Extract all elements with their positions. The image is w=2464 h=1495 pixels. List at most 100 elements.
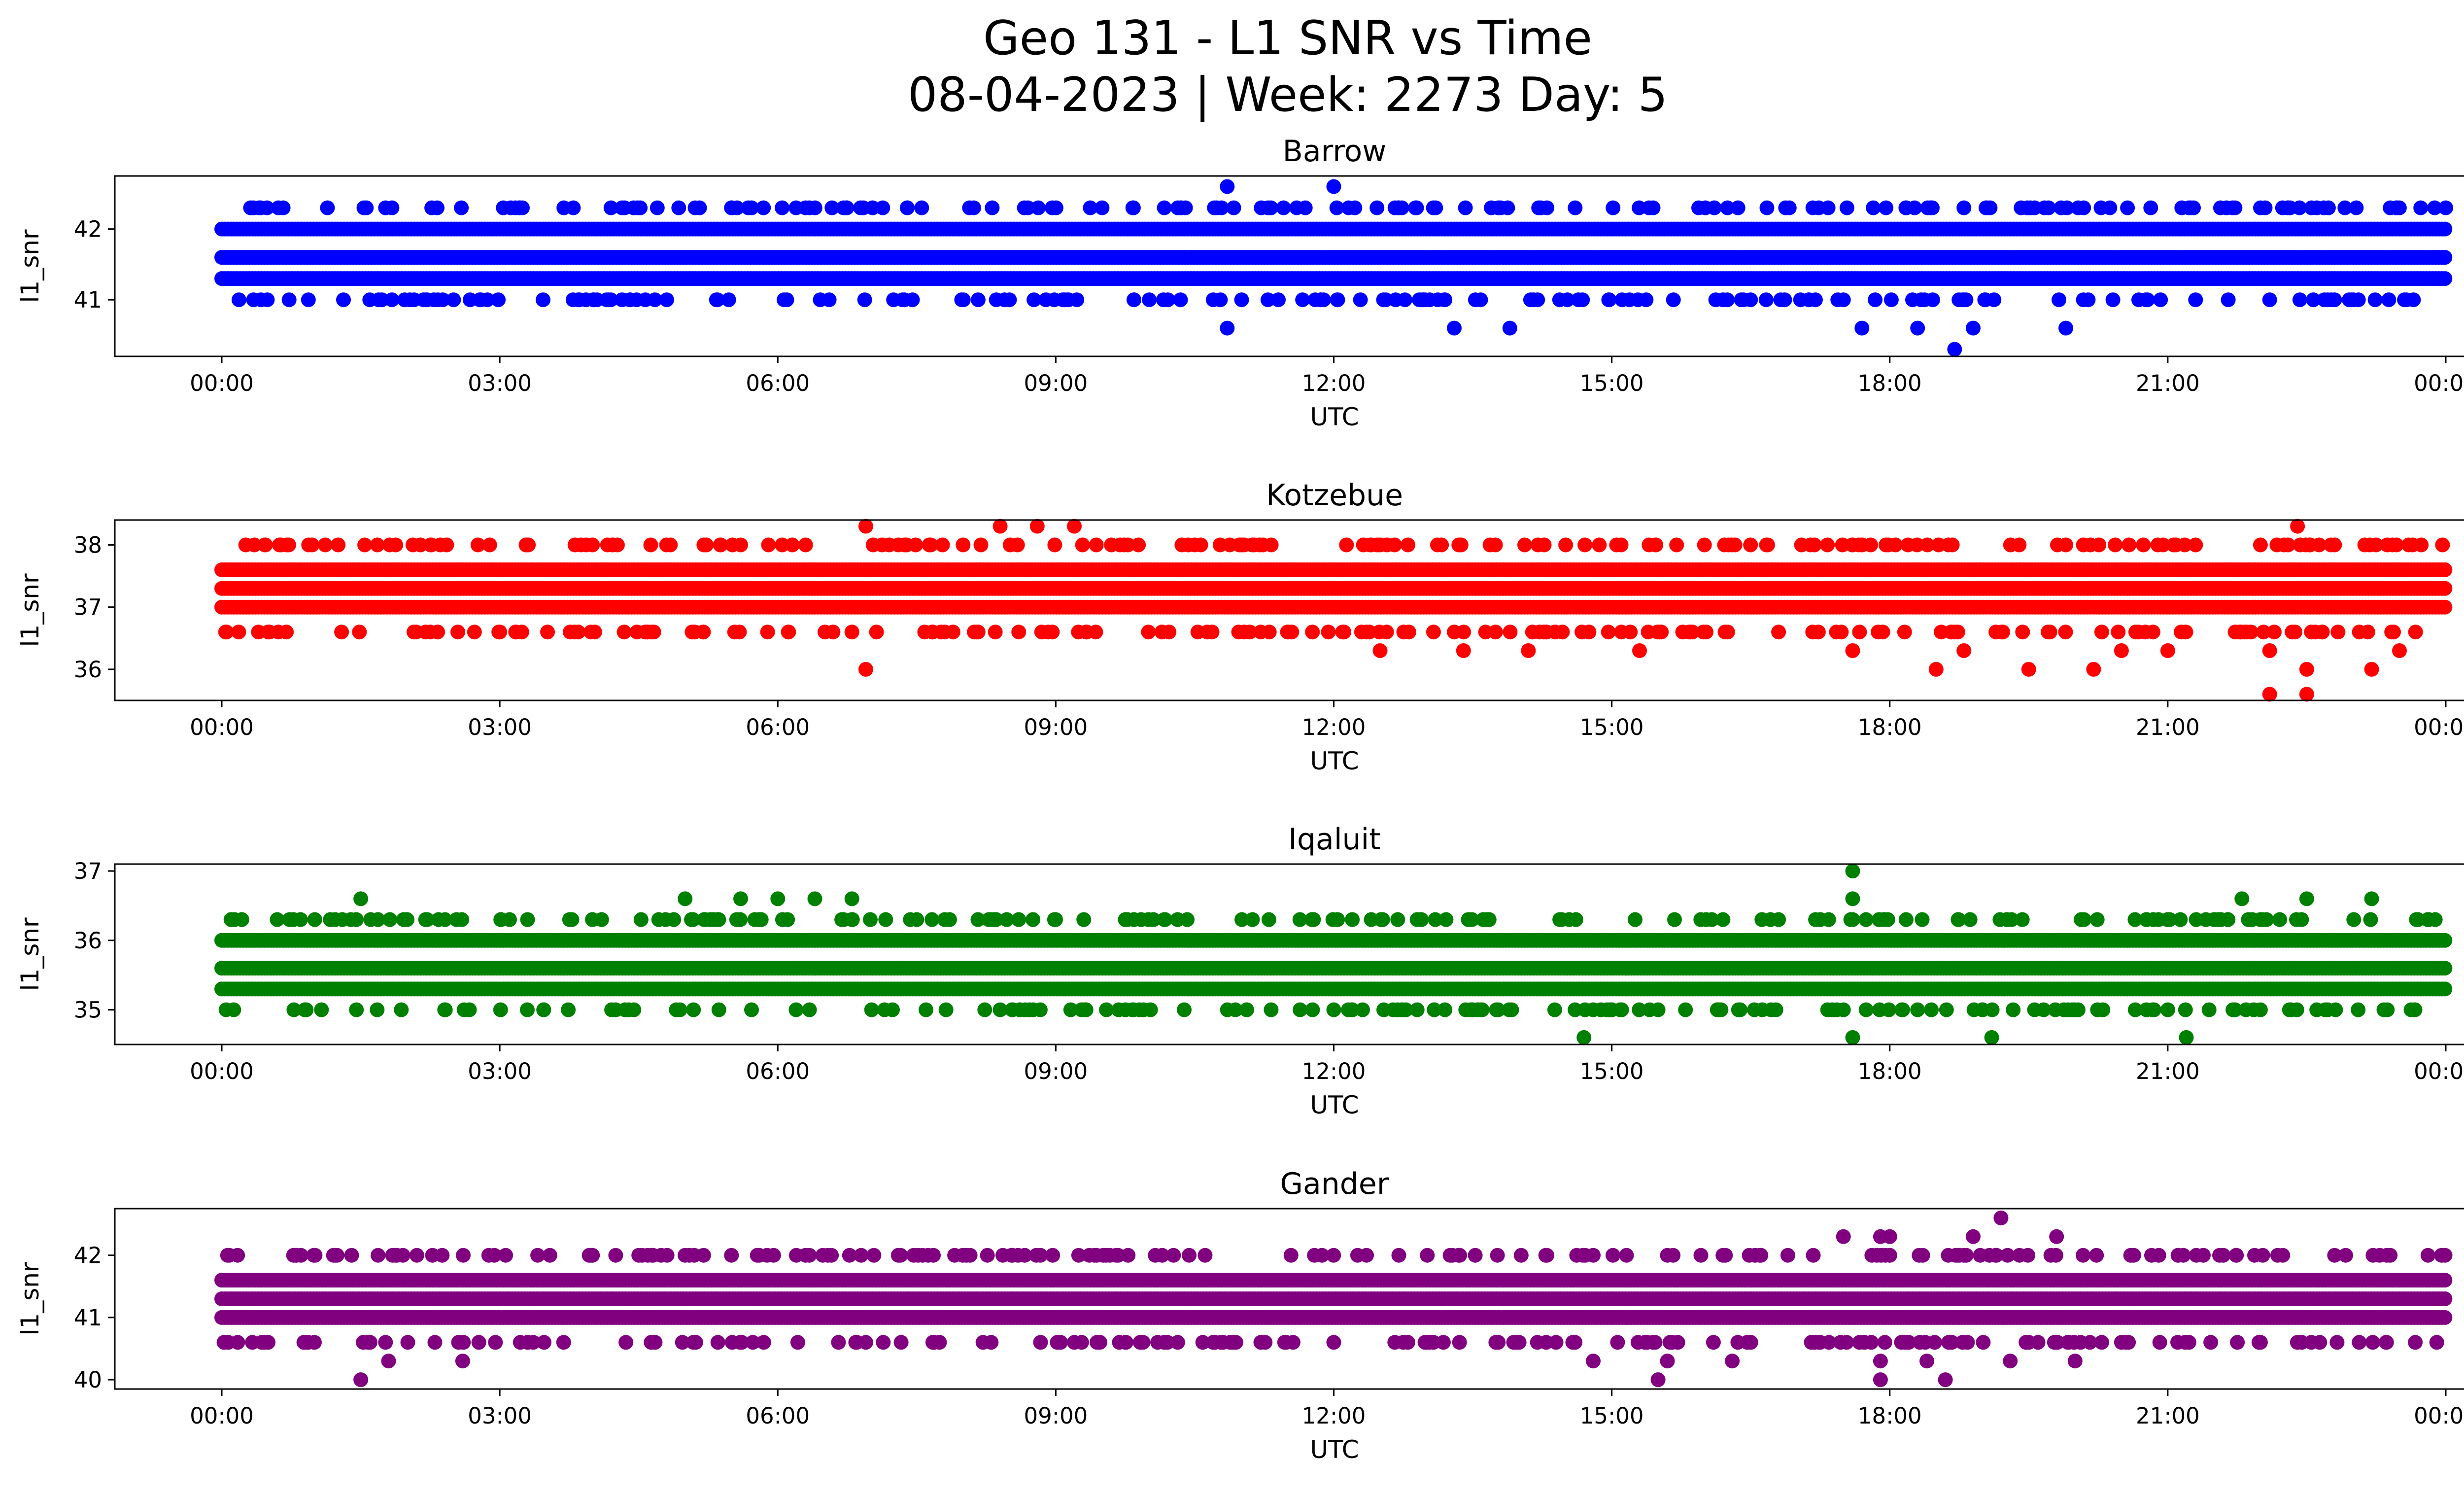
panel-title: Barrow	[1283, 134, 1387, 169]
data-point	[1868, 292, 1883, 308]
data-point	[583, 625, 599, 640]
data-point	[2408, 625, 2423, 640]
data-point	[446, 292, 461, 308]
data-point	[281, 292, 297, 308]
data-point	[1914, 292, 1929, 308]
data-point	[1575, 292, 1590, 308]
figure-title-line2: 08-04-2023 | Week: 2273 Day: 5	[908, 68, 1668, 122]
data-point	[1552, 292, 1567, 308]
x-tick-label: 06:00	[746, 370, 810, 396]
data-point	[836, 200, 851, 215]
x-tick-label: 00:00	[190, 370, 254, 396]
data-point	[2349, 200, 2364, 215]
data-point	[430, 200, 445, 215]
data-point	[1956, 200, 1972, 215]
data-point	[969, 625, 984, 640]
data-point	[2437, 250, 2453, 265]
data-point	[2437, 599, 2453, 615]
data-point	[2437, 271, 2453, 286]
data-point	[2292, 200, 2307, 215]
data-point	[1852, 625, 1867, 640]
data-point	[1956, 292, 1972, 308]
data-point	[1047, 537, 1062, 553]
data-point	[2188, 292, 2203, 308]
data-point	[1417, 292, 1433, 308]
data-point	[2253, 200, 2268, 215]
data-point	[616, 625, 632, 640]
data-point	[630, 200, 645, 215]
data-point	[886, 292, 901, 308]
data-point	[1190, 625, 1205, 640]
data-point	[1707, 200, 1722, 215]
data-point	[1829, 625, 1844, 640]
data-point	[1447, 320, 1462, 336]
data-point	[1910, 320, 1925, 336]
data-point	[1426, 200, 1441, 215]
data-point	[1369, 200, 1385, 215]
data-point	[231, 292, 246, 308]
data-point	[985, 200, 1000, 215]
data-point	[1773, 292, 1788, 308]
data-point	[301, 292, 316, 308]
data-point	[1574, 625, 1590, 640]
data-point	[1717, 625, 1733, 640]
data-point	[1034, 625, 1049, 640]
data-point	[1493, 200, 1508, 215]
data-point	[1207, 200, 1222, 215]
data-point	[1156, 292, 1171, 308]
data-point	[218, 625, 233, 640]
data-point	[2102, 200, 2118, 215]
data-point	[875, 200, 890, 215]
data-point	[1609, 537, 1624, 553]
data-point	[1321, 625, 1336, 640]
data-point	[962, 200, 977, 215]
data-point	[378, 200, 393, 215]
data-point	[1173, 292, 1188, 308]
data-point	[914, 200, 929, 215]
x-tick-label: 15:00	[1580, 370, 1644, 396]
data-point	[2081, 292, 2096, 308]
data-point	[2213, 200, 2228, 215]
data-point	[1326, 179, 1341, 194]
data-point	[2437, 562, 2453, 577]
data-point	[1839, 200, 1854, 215]
data-point	[334, 625, 349, 640]
data-point	[644, 625, 659, 640]
data-point	[1871, 625, 1886, 640]
data-point	[2041, 200, 2056, 215]
data-point	[1088, 625, 1103, 640]
data-point	[865, 537, 881, 553]
data-point	[1897, 625, 1912, 640]
scatter-points	[214, 179, 2453, 357]
data-point	[540, 625, 555, 640]
data-point	[331, 537, 346, 553]
data-point	[1966, 320, 1981, 336]
data-point	[253, 200, 268, 215]
data-point	[1226, 200, 1241, 215]
data-point	[450, 625, 465, 640]
data-point	[586, 292, 601, 308]
data-point	[1458, 200, 1473, 215]
data-point	[1715, 292, 1731, 308]
data-point	[603, 200, 618, 215]
data-point	[779, 292, 794, 308]
data-point	[556, 200, 572, 215]
data-point	[1530, 292, 1545, 308]
data-point	[2052, 292, 2066, 308]
data-point	[1289, 200, 1304, 215]
data-point	[687, 625, 702, 640]
data-point	[1801, 292, 1816, 308]
x-tick-label: 09:00	[1024, 370, 1088, 396]
data-point	[724, 200, 739, 215]
data-point	[2094, 625, 2109, 640]
data-point	[1220, 179, 1235, 194]
data-point	[320, 200, 335, 215]
data-point	[1397, 292, 1412, 308]
data-point	[1378, 292, 1393, 308]
data-point	[970, 292, 986, 308]
data-point	[1720, 200, 1735, 215]
data-point	[1652, 625, 1667, 640]
data-point	[2143, 200, 2158, 215]
data-point	[357, 537, 373, 553]
